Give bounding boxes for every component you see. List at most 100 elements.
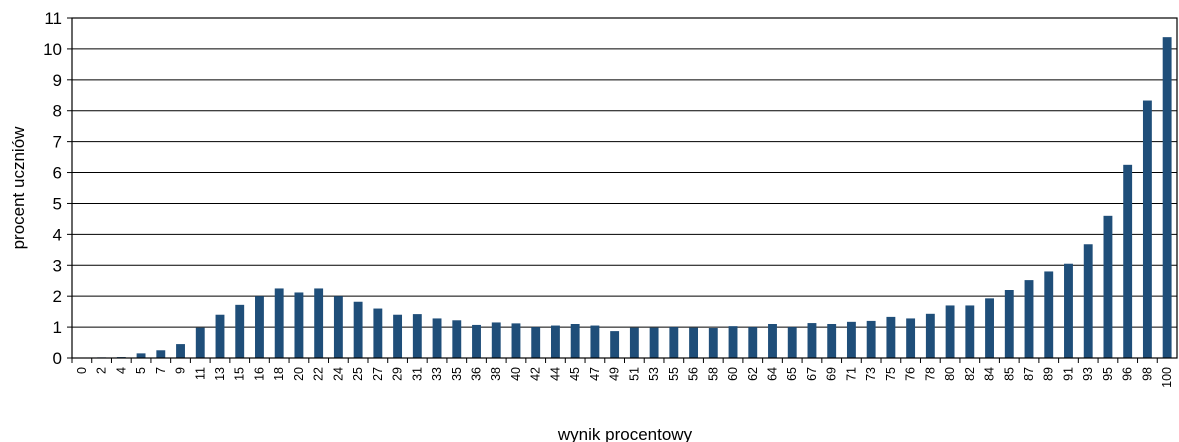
x-tick-label: 53 xyxy=(647,367,661,381)
y-tick-label: 0 xyxy=(53,349,62,368)
y-tick-label: 6 xyxy=(53,164,62,183)
y-tick-labels: 0 1 2 3 4 5 6 7 8 9 10 11 xyxy=(43,9,62,368)
x-tick-label: 98 xyxy=(1140,367,1154,381)
bar xyxy=(1064,263,1073,358)
x-tick-label: 7 xyxy=(154,367,168,374)
x-tick-label: 35 xyxy=(450,367,464,381)
bar xyxy=(807,323,817,358)
bar xyxy=(689,327,699,358)
x-tick-label: 91 xyxy=(1061,367,1075,381)
x-tick-label: 5 xyxy=(134,367,148,374)
x-tick-label: 80 xyxy=(943,367,957,381)
x-tick-label: 27 xyxy=(371,367,385,381)
y-tick-label: 1 xyxy=(53,318,62,337)
x-tick-labels: 0 2 4 5 7 9 11 13 15 16 18 20 22 24 25 27 29 31 33 35 36 38 40… xyxy=(71,358,1174,388)
bar xyxy=(748,327,758,358)
bar xyxy=(531,327,541,358)
bar xyxy=(393,314,403,358)
x-tick-label: 22 xyxy=(312,367,326,381)
x-tick-label: 84 xyxy=(983,367,997,381)
bar xyxy=(452,320,462,358)
bar xyxy=(985,298,994,358)
x-tick-label: 11 xyxy=(193,367,207,380)
bar xyxy=(945,305,955,358)
bar xyxy=(1004,290,1014,358)
x-tick-label: 55 xyxy=(667,367,681,381)
bar xyxy=(1083,244,1093,358)
y-tick-label: 9 xyxy=(53,71,62,90)
x-tick-label: 13 xyxy=(213,367,227,381)
y-tick-label: 5 xyxy=(53,194,62,213)
bar xyxy=(235,304,245,358)
bar xyxy=(314,288,324,358)
x-tick-label: 36 xyxy=(470,367,484,381)
x-tick-label: 65 xyxy=(785,367,799,381)
x-tick-label: 58 xyxy=(706,367,720,381)
x-tick-label: 15 xyxy=(233,367,247,381)
x-tick-label: 60 xyxy=(726,367,740,381)
bar xyxy=(728,326,738,358)
x-tick-label: 100 xyxy=(1160,367,1174,388)
x-tick-label: 31 xyxy=(410,367,424,381)
y-tick-label: 10 xyxy=(43,40,62,59)
bar xyxy=(1024,280,1034,358)
x-tick-label: 24 xyxy=(331,367,345,381)
bar xyxy=(1142,100,1152,358)
y-tick-label: 2 xyxy=(53,287,62,306)
bar xyxy=(886,316,896,358)
y-tick-label: 8 xyxy=(53,102,62,121)
bar xyxy=(333,296,343,358)
bar xyxy=(274,288,284,358)
x-tick-label: 20 xyxy=(292,367,306,381)
bar xyxy=(491,322,501,358)
x-tick-label: 67 xyxy=(805,367,819,381)
bar xyxy=(511,323,521,358)
x-tick-label: 38 xyxy=(489,367,503,381)
bar xyxy=(708,328,718,358)
x-tick-label: 51 xyxy=(627,367,641,381)
bar xyxy=(432,318,442,358)
bar xyxy=(827,324,837,358)
bar xyxy=(1044,271,1054,358)
x-tick-label: 16 xyxy=(252,367,266,381)
x-tick-label: 69 xyxy=(825,367,839,381)
bar xyxy=(136,353,146,358)
bars xyxy=(77,37,1172,359)
x-axis-label: wynik procentowy xyxy=(557,425,693,442)
x-tick-label: 85 xyxy=(1002,367,1016,381)
bar xyxy=(629,327,639,358)
x-tick-label: 75 xyxy=(884,367,898,381)
x-tick-label: 78 xyxy=(923,367,937,381)
x-tick-label: 47 xyxy=(588,367,602,381)
bar xyxy=(669,327,679,358)
bar xyxy=(590,325,600,358)
bar xyxy=(787,327,797,358)
bar xyxy=(195,327,205,358)
bar xyxy=(649,327,659,358)
bar xyxy=(412,314,422,358)
x-tick-label: 73 xyxy=(864,367,878,381)
y-tick-label: 7 xyxy=(53,133,62,152)
bar xyxy=(1103,215,1113,358)
x-tick-label: 45 xyxy=(568,367,582,381)
x-tick-label: 2 xyxy=(95,367,109,374)
bar xyxy=(176,344,185,358)
bar xyxy=(1123,164,1133,358)
bar xyxy=(610,331,620,358)
x-tick-label: 93 xyxy=(1081,367,1095,381)
x-tick-label: 49 xyxy=(608,367,622,381)
x-tick-label: 87 xyxy=(1022,367,1036,381)
x-tick-label: 40 xyxy=(509,367,523,381)
x-tick-label: 25 xyxy=(351,367,365,381)
bar xyxy=(353,301,363,358)
bar xyxy=(373,308,383,358)
bar xyxy=(925,313,935,358)
x-tick-label: 29 xyxy=(391,367,405,381)
y-tick-label: 3 xyxy=(53,256,62,275)
y-tick-label: 11 xyxy=(44,9,62,28)
x-tick-label: 44 xyxy=(548,367,562,381)
x-tick-label: 56 xyxy=(687,367,701,381)
x-tick-label: 71 xyxy=(844,367,858,381)
x-tick-label: 18 xyxy=(272,367,286,381)
bar xyxy=(1162,37,1172,358)
